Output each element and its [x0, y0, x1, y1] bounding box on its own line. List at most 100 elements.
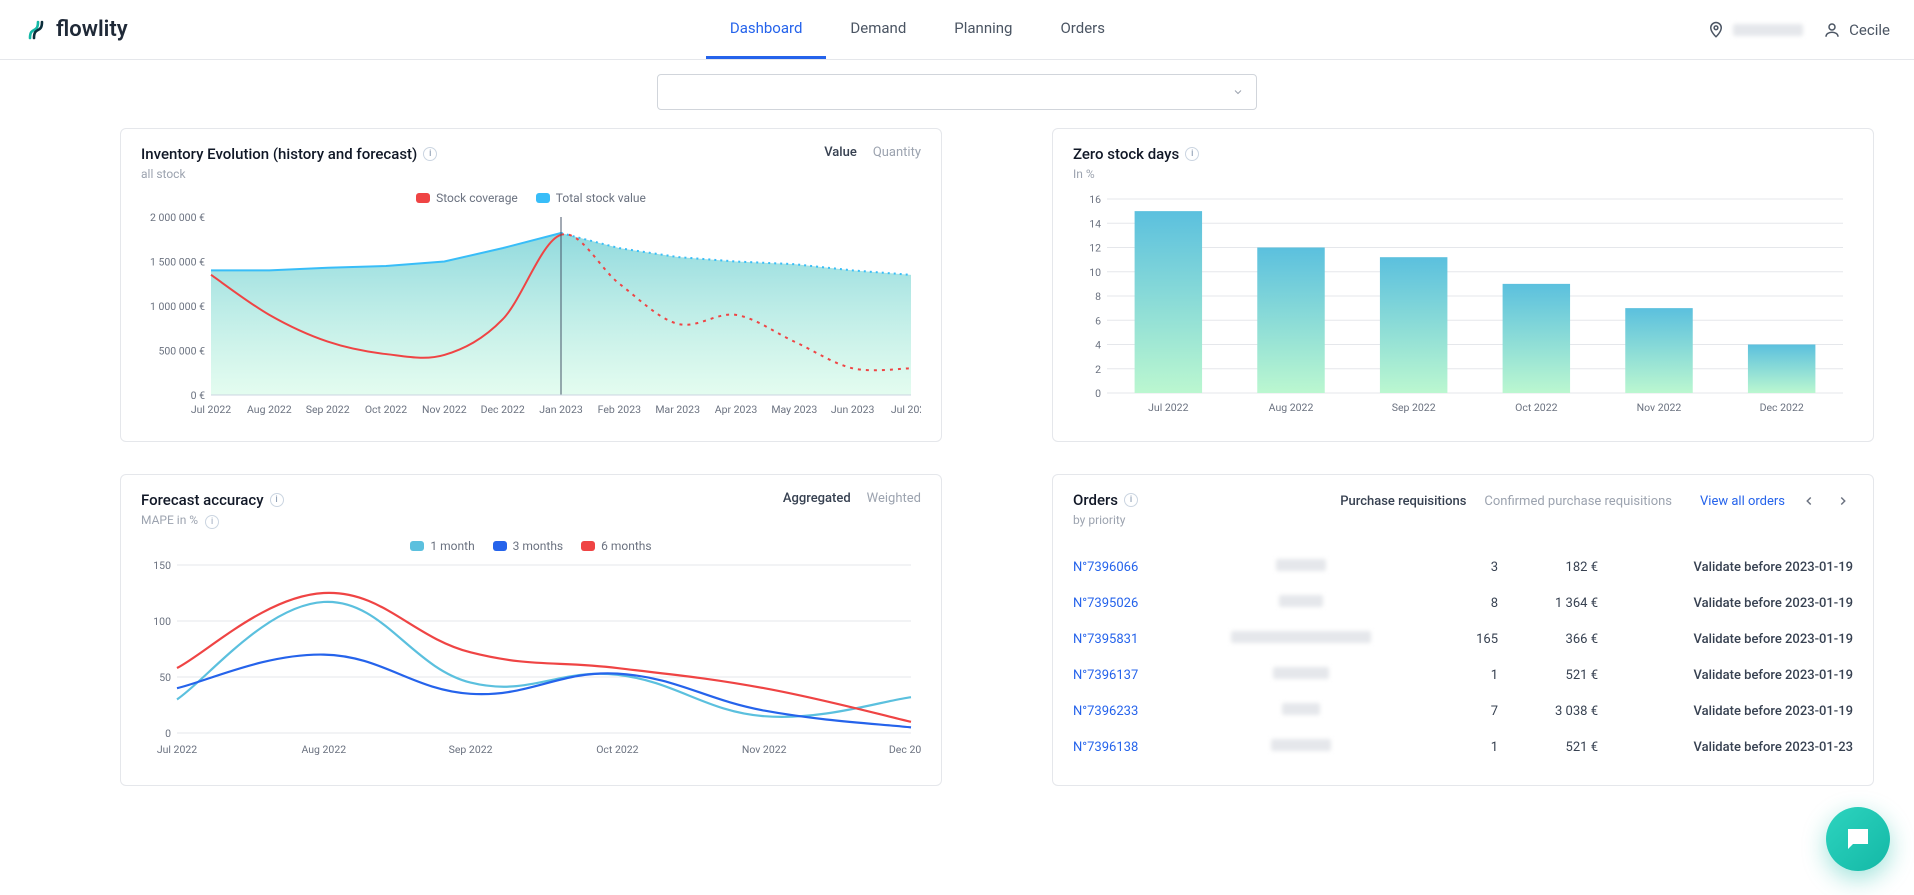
- nav-planning[interactable]: Planning: [930, 0, 1036, 59]
- orders-prev-button[interactable]: [1799, 491, 1819, 511]
- order-amount: 1 364 €: [1498, 596, 1618, 611]
- order-amount: 182 €: [1498, 560, 1618, 575]
- inventory-title: Inventory Evolution (history and forecas…: [141, 145, 437, 163]
- order-qty: 1: [1418, 668, 1498, 683]
- order-qty: 7: [1418, 704, 1498, 719]
- inventory-chart: 0 €500 000 €1 000 000 €1 500 000 €2 000 …: [141, 211, 921, 421]
- svg-text:500 000 €: 500 000 €: [158, 345, 205, 358]
- legend-swatch: [581, 541, 595, 551]
- svg-text:Feb 2023: Feb 2023: [598, 403, 641, 416]
- location-selector[interactable]: [1707, 21, 1803, 39]
- order-amount: 521 €: [1498, 740, 1618, 755]
- svg-text:10: 10: [1089, 266, 1101, 279]
- svg-text:6: 6: [1095, 314, 1101, 327]
- info-icon[interactable]: i: [270, 493, 284, 507]
- order-product-blur: [1183, 703, 1418, 719]
- svg-text:100: 100: [153, 615, 171, 628]
- nav-demand[interactable]: Demand: [826, 0, 930, 59]
- user-name: Cecile: [1849, 21, 1890, 39]
- inventory-subtitle: all stock: [141, 167, 437, 181]
- brand-logo[interactable]: flowlity: [24, 17, 128, 42]
- nav-orders[interactable]: Orders: [1036, 0, 1129, 59]
- card-forecast-accuracy: Forecast accuracy i MAPE in % i Aggregat…: [120, 474, 942, 786]
- toggle-weighted[interactable]: Weighted: [867, 491, 921, 506]
- orders-table: N°7396066 3 182 € Validate before 2023-0…: [1073, 549, 1853, 765]
- order-id-link[interactable]: N°7396233: [1073, 704, 1183, 719]
- chevron-right-icon: [1836, 494, 1850, 508]
- user-menu[interactable]: Cecile: [1823, 21, 1890, 39]
- svg-text:Oct 2022: Oct 2022: [1515, 401, 1557, 414]
- orders-next-button[interactable]: [1833, 491, 1853, 511]
- legend-stock-coverage[interactable]: Stock coverage: [416, 191, 518, 205]
- forecast-title: Forecast accuracy i: [141, 491, 284, 509]
- order-deadline: Validate before 2023-01-23: [1618, 740, 1853, 755]
- order-id-link[interactable]: N°7396066: [1073, 560, 1183, 575]
- order-product-blur: [1183, 559, 1418, 575]
- svg-text:Jul 2022: Jul 2022: [157, 743, 197, 756]
- svg-text:1 000 000 €: 1 000 000 €: [150, 300, 205, 313]
- forecast-toggles: Aggregated Weighted: [783, 491, 921, 506]
- legend-total-stock[interactable]: Total stock value: [536, 191, 646, 205]
- order-qty: 1: [1418, 740, 1498, 755]
- order-row[interactable]: N°7396233 7 3 038 € Validate before 2023…: [1073, 693, 1853, 729]
- svg-text:Sep 2022: Sep 2022: [1392, 401, 1436, 414]
- tab-purchase-requisitions[interactable]: Purchase requisitions: [1340, 494, 1466, 509]
- svg-text:Mar 2023: Mar 2023: [655, 403, 700, 416]
- svg-text:8: 8: [1095, 290, 1101, 303]
- svg-text:May 2023: May 2023: [771, 403, 817, 416]
- order-row[interactable]: N°7396066 3 182 € Validate before 2023-0…: [1073, 549, 1853, 585]
- tab-confirmed-requisitions[interactable]: Confirmed purchase requisitions: [1484, 494, 1672, 509]
- order-deadline: Validate before 2023-01-19: [1618, 704, 1853, 719]
- legend-3months[interactable]: 3 months: [493, 539, 563, 553]
- svg-text:1 500 000 €: 1 500 000 €: [150, 256, 205, 269]
- forecast-subtitle: MAPE in % i: [141, 513, 284, 529]
- orders-title: Orders i: [1073, 491, 1138, 509]
- order-row[interactable]: N°7395831 165 366 € Validate before 2023…: [1073, 621, 1853, 657]
- legend-swatch: [416, 193, 430, 203]
- chat-widget-button[interactable]: [1826, 807, 1890, 871]
- filter-select[interactable]: [657, 74, 1257, 110]
- svg-text:Sep 2022: Sep 2022: [449, 743, 493, 756]
- svg-text:Sep 2022: Sep 2022: [306, 403, 350, 416]
- forecast-legend: 1 month 3 months 6 months: [141, 539, 921, 553]
- svg-text:Apr 2023: Apr 2023: [715, 403, 758, 416]
- zero-stock-subtitle: In %: [1073, 167, 1199, 181]
- svg-text:50: 50: [159, 671, 171, 684]
- legend-6months[interactable]: 6 months: [581, 539, 651, 553]
- toggle-quantity[interactable]: Quantity: [873, 145, 921, 160]
- svg-text:Aug 2022: Aug 2022: [301, 743, 346, 756]
- order-id-link[interactable]: N°7395026: [1073, 596, 1183, 611]
- order-amount: 3 038 €: [1498, 704, 1618, 719]
- card-zero-stock: Zero stock days i In % 0246810121416Jul …: [1052, 128, 1874, 442]
- order-deadline: Validate before 2023-01-19: [1618, 596, 1853, 611]
- svg-text:Nov 2022: Nov 2022: [742, 743, 787, 756]
- svg-text:Nov 2022: Nov 2022: [1637, 401, 1682, 414]
- order-id-link[interactable]: N°7395831: [1073, 632, 1183, 647]
- svg-text:Dec 2022: Dec 2022: [481, 403, 525, 416]
- info-icon[interactable]: i: [1185, 147, 1199, 161]
- order-row[interactable]: N°7396137 1 521 € Validate before 2023-0…: [1073, 657, 1853, 693]
- order-id-link[interactable]: N°7396138: [1073, 740, 1183, 755]
- header-bar: flowlity Dashboard Demand Planning Order…: [0, 0, 1914, 60]
- svg-text:Jul 2022: Jul 2022: [1148, 401, 1188, 414]
- top-nav: Dashboard Demand Planning Orders: [706, 0, 1129, 59]
- order-qty: 8: [1418, 596, 1498, 611]
- card-inventory-evolution: Inventory Evolution (history and forecas…: [120, 128, 942, 442]
- svg-text:Dec 2022: Dec 2022: [889, 743, 921, 756]
- svg-text:12: 12: [1089, 242, 1101, 255]
- svg-text:16: 16: [1089, 193, 1101, 206]
- view-all-orders-link[interactable]: View all orders: [1700, 494, 1785, 509]
- order-row[interactable]: N°7395026 8 1 364 € Validate before 2023…: [1073, 585, 1853, 621]
- nav-dashboard[interactable]: Dashboard: [706, 0, 827, 59]
- order-row[interactable]: N°7396138 1 521 € Validate before 2023-0…: [1073, 729, 1853, 765]
- toggle-aggregated[interactable]: Aggregated: [783, 491, 851, 506]
- svg-text:4: 4: [1095, 339, 1101, 352]
- order-product-blur: [1183, 631, 1418, 647]
- order-id-link[interactable]: N°7396137: [1073, 668, 1183, 683]
- svg-text:0 €: 0 €: [191, 389, 206, 402]
- info-icon[interactable]: i: [1124, 493, 1138, 507]
- info-icon[interactable]: i: [205, 515, 219, 529]
- toggle-value[interactable]: Value: [824, 145, 857, 160]
- info-icon[interactable]: i: [423, 147, 437, 161]
- legend-1month[interactable]: 1 month: [410, 539, 474, 553]
